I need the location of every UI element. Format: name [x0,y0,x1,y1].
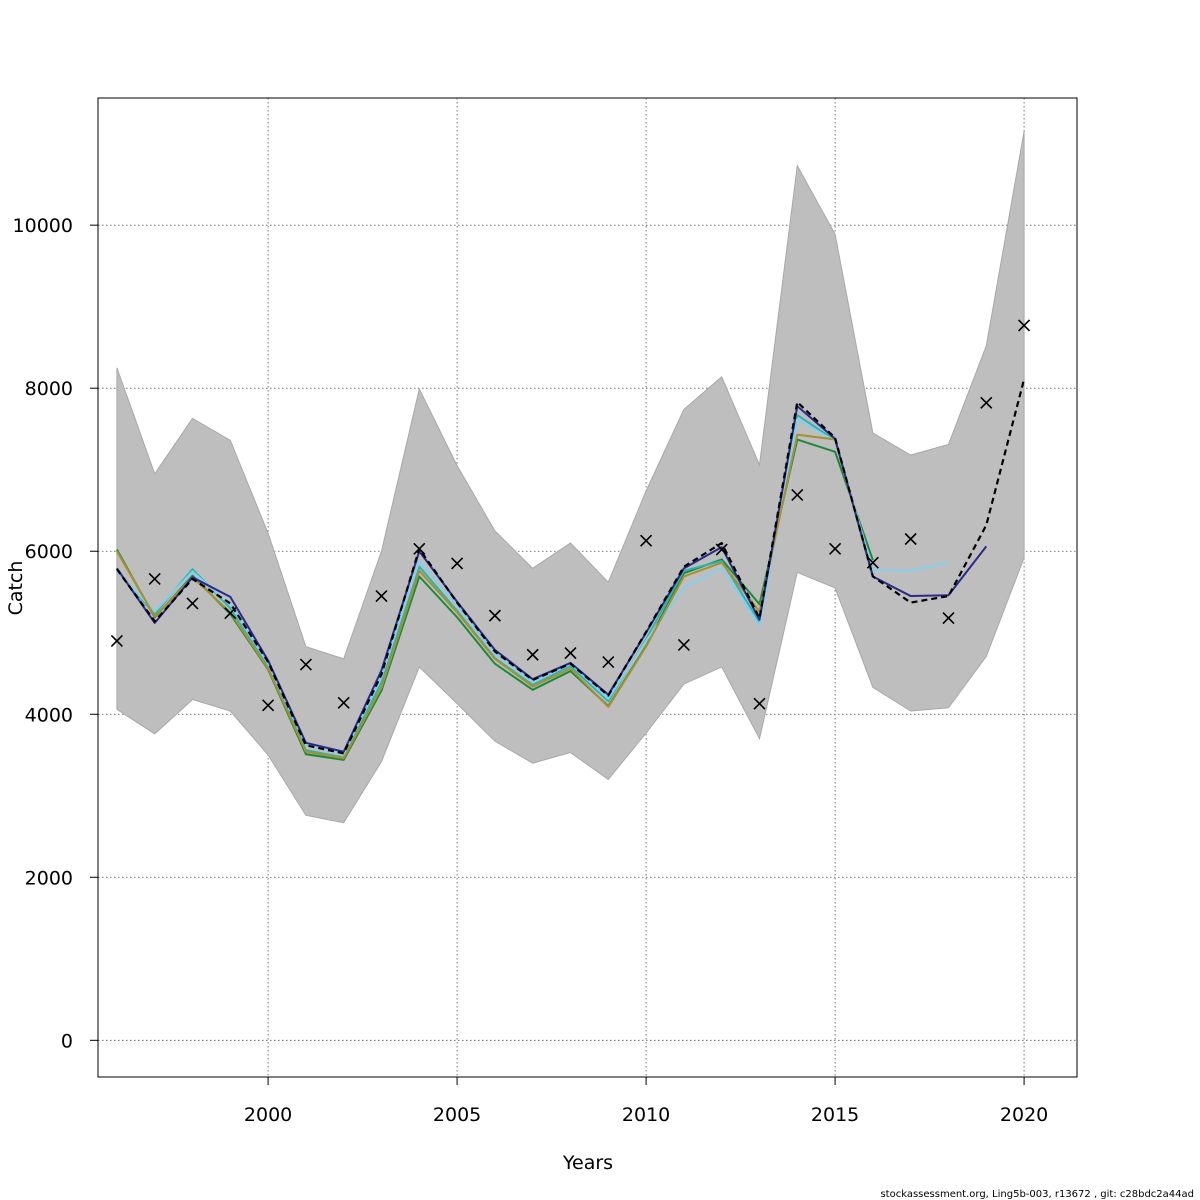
observed-point [677,638,690,652]
observed-point [791,488,804,502]
x-tick-label: 2005 [433,1104,481,1126]
series-line-6 [116,378,1026,755]
x-axis-title: Years [562,1152,613,1174]
y-tick-label: 2000 [25,867,73,889]
footer-text: stockassessment.org, Ling5b-003, r13672 … [880,1189,1194,1200]
x-tick-label: 2015 [811,1104,859,1126]
confidence-band [116,131,1025,824]
observed-point [640,534,653,547]
confidence-band-area [116,131,1025,824]
observed-point [375,589,388,603]
observed-point [148,572,161,586]
y-axis-title: Catch [5,561,27,616]
observed-point [110,634,123,647]
observed-point [829,542,842,555]
observed-point [602,656,615,669]
x-tick-label: 2000 [244,1104,292,1126]
observed-point [980,396,993,409]
y-tick-label: 0 [61,1030,73,1052]
observed-point [904,532,917,546]
observed-point [413,542,426,555]
observed-point [299,658,312,671]
observed-point [866,556,879,569]
x-tick-label: 2020 [1000,1104,1048,1126]
observed-point [262,699,275,712]
x-axis: 2000 2005 2010 2015 2020 [244,1077,1048,1126]
observed-point [526,648,539,661]
y-tick-label: 6000 [25,541,73,563]
observed-point [715,543,728,556]
y-tick-label: 4000 [25,704,73,726]
y-tick-label: 10000 [13,215,73,237]
observed-point [753,697,766,710]
observed-markers [110,319,1031,712]
observed-point [942,612,955,625]
observed-point [224,607,237,620]
x-tick-label: 2010 [622,1104,670,1126]
y-axis: 0 2000 4000 6000 8000 10000 [13,215,98,1052]
observed-point [564,647,577,660]
observed-point [451,557,464,570]
observed-point [186,597,199,610]
series-lines [116,378,1026,761]
y-tick-label: 8000 [25,378,73,400]
observed-point [337,696,350,709]
observed-point [1018,319,1031,332]
plot-frame [97,97,1078,1078]
observed-point [488,609,501,622]
